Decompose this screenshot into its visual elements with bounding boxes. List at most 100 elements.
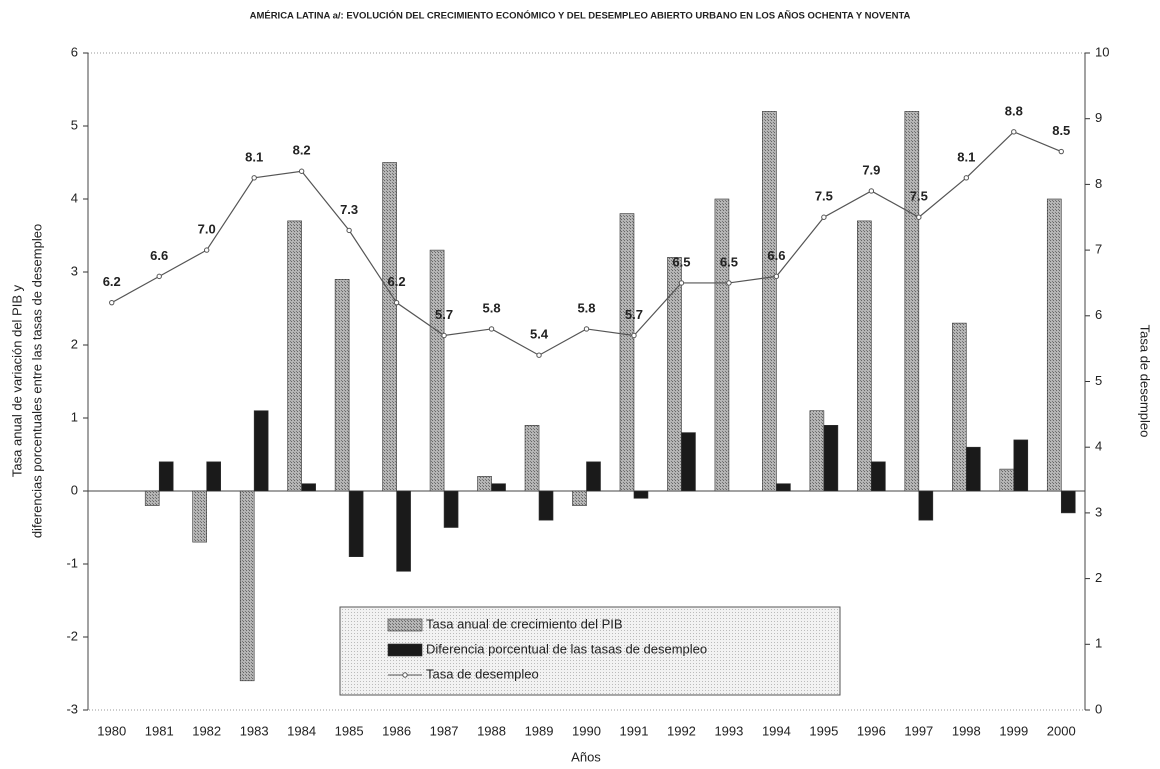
bar — [776, 483, 791, 492]
bar — [477, 476, 492, 492]
bar — [524, 424, 540, 492]
y-axis-label: Tasa anual de variación del PIB y — [9, 284, 24, 477]
y-tick-label: 1 — [71, 409, 78, 424]
y-tick-label: -3 — [66, 701, 78, 716]
y2-tick-label: 2 — [1095, 570, 1102, 585]
x-tick-label: 1983 — [240, 723, 269, 738]
bar — [348, 490, 364, 557]
bar — [1046, 198, 1062, 492]
bar — [301, 483, 316, 492]
bar — [1060, 490, 1076, 514]
x-tick-label: 1998 — [952, 723, 981, 738]
bar — [714, 198, 730, 492]
x-tick-label: 1992 — [667, 723, 696, 738]
legend-swatch — [387, 618, 423, 632]
data-label: 8.5 — [1052, 123, 1070, 138]
x-tick-label: 1993 — [714, 723, 743, 738]
bar — [667, 257, 682, 492]
line-marker — [631, 332, 637, 339]
line-marker — [963, 175, 970, 181]
legend-box — [339, 606, 841, 696]
bar — [538, 490, 554, 521]
data-label: 6.5 — [672, 254, 690, 269]
bar — [429, 249, 445, 492]
x-tick-label: 1997 — [904, 723, 933, 738]
x-tick-label: 1999 — [999, 723, 1028, 738]
data-label: 5.8 — [577, 300, 595, 315]
x-tick-label: 2000 — [1047, 723, 1076, 738]
x-tick-label: 1981 — [145, 723, 174, 738]
data-label: 8.1 — [957, 149, 975, 164]
bar — [253, 410, 269, 492]
bar — [966, 446, 981, 492]
data-label: 5.7 — [435, 307, 453, 322]
bar — [871, 461, 886, 492]
y2-tick-label: 10 — [1095, 44, 1109, 59]
y-tick-label: -2 — [66, 628, 78, 643]
x-tick-label: 1980 — [97, 723, 126, 738]
y-axis-label: diferencias porcentuales entre las tasas… — [29, 224, 44, 538]
bar — [586, 461, 601, 492]
y2-tick-label: 9 — [1095, 110, 1102, 125]
x-tick-label: 1994 — [762, 723, 791, 738]
data-label: 6.2 — [103, 274, 121, 289]
legend-label: Tasa anual de crecimiento del PIB — [426, 616, 623, 631]
x-tick-label: 1984 — [287, 723, 316, 738]
line-marker — [678, 280, 685, 286]
x-tick-label: 1985 — [335, 723, 364, 738]
x-tick-label: 1989 — [525, 723, 554, 738]
bar — [952, 322, 967, 492]
x-tick-label: 1982 — [192, 723, 221, 738]
bar — [619, 213, 635, 492]
line-marker — [821, 214, 827, 220]
bar — [823, 424, 839, 492]
line-marker — [773, 273, 780, 280]
data-label: 6.5 — [720, 254, 738, 269]
x-tick-label: 1986 — [382, 723, 411, 738]
bar — [1013, 439, 1029, 492]
line-marker — [298, 168, 305, 174]
data-label: 5.8 — [483, 300, 501, 315]
line-marker — [1011, 129, 1017, 135]
bar — [158, 461, 174, 492]
bar — [334, 278, 350, 492]
y2-tick-label: 0 — [1095, 701, 1102, 716]
bar — [144, 490, 160, 506]
data-label: 6.6 — [767, 248, 785, 263]
bar — [206, 461, 221, 492]
bar — [857, 220, 872, 492]
bar — [681, 432, 696, 492]
y2-tick-label: 7 — [1095, 242, 1102, 257]
data-label: 8.1 — [245, 149, 263, 164]
line-marker — [393, 299, 400, 306]
y-tick-label: -1 — [66, 555, 78, 570]
line-marker — [488, 326, 495, 332]
bar — [999, 468, 1015, 492]
x-tick-label: 1991 — [620, 723, 649, 738]
bar — [239, 490, 255, 682]
x-tick-label: 1990 — [572, 723, 601, 738]
bar — [809, 410, 825, 492]
bar — [633, 490, 649, 499]
y2-axis-label: Tasa de desempleo — [1138, 325, 1153, 438]
y-tick-label: 0 — [71, 482, 78, 497]
x-tick-label: 1987 — [430, 723, 459, 738]
data-label: 8.2 — [293, 143, 311, 158]
bar — [192, 490, 207, 543]
y2-tick-label: 5 — [1095, 373, 1102, 388]
data-label: 6.2 — [388, 274, 406, 289]
legend-label: Tasa de desempleo — [426, 666, 539, 681]
line-marker — [536, 352, 542, 358]
line-marker — [868, 188, 875, 194]
line-marker — [156, 273, 162, 280]
data-label: 7.5 — [815, 189, 833, 204]
line-marker — [726, 280, 732, 286]
line-marker — [346, 227, 352, 234]
x-tick-label: 1995 — [809, 723, 838, 738]
y-tick-label: 4 — [71, 190, 78, 205]
data-label: 8.8 — [1005, 103, 1023, 118]
y2-tick-label: 3 — [1095, 504, 1102, 519]
legend-label: Diferencia porcentual de las tasas de de… — [426, 641, 707, 656]
y2-tick-label: 1 — [1095, 636, 1102, 651]
